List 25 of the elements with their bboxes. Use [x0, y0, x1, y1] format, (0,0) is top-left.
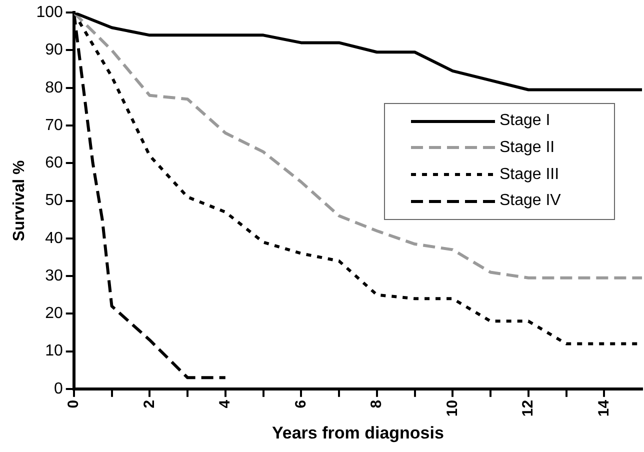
legend-label: Stage IV [499, 192, 561, 210]
y-tick-label: 0 [54, 380, 63, 398]
y-tick-label: 90 [45, 42, 63, 59]
legend-label: Stage III [499, 166, 560, 184]
x-tick-label: 6 [292, 400, 310, 408]
x-tick-label: 0 [65, 400, 82, 408]
y-tick-label: 30 [45, 267, 63, 284]
series-label: Stage I [499, 112, 550, 130]
y-tick-label: 70 [45, 116, 63, 134]
x-tick-label: 8 [368, 400, 386, 408]
y-tick-label: 20 [45, 305, 63, 322]
x-tick-label: 2 [140, 400, 158, 408]
y-tick-label: 10 [45, 342, 63, 360]
y-tick-label: 40 [45, 230, 63, 247]
x-tick-label: 4 [216, 399, 234, 408]
y-tick-label: 60 [45, 154, 63, 172]
x-tick-label: 12 [520, 400, 537, 417]
x-axis-title: Years from diagnosis [272, 423, 444, 442]
y-tick-label: 100 [36, 4, 63, 22]
y-tick-label: 80 [45, 79, 63, 96]
y-axis-title: Survival % [11, 160, 28, 242]
x-tick-label: 14 [595, 399, 612, 417]
y-tick-label: 50 [45, 192, 63, 210]
x-tick-label: 10 [444, 400, 461, 417]
legend-label: Stage II [499, 138, 555, 157]
